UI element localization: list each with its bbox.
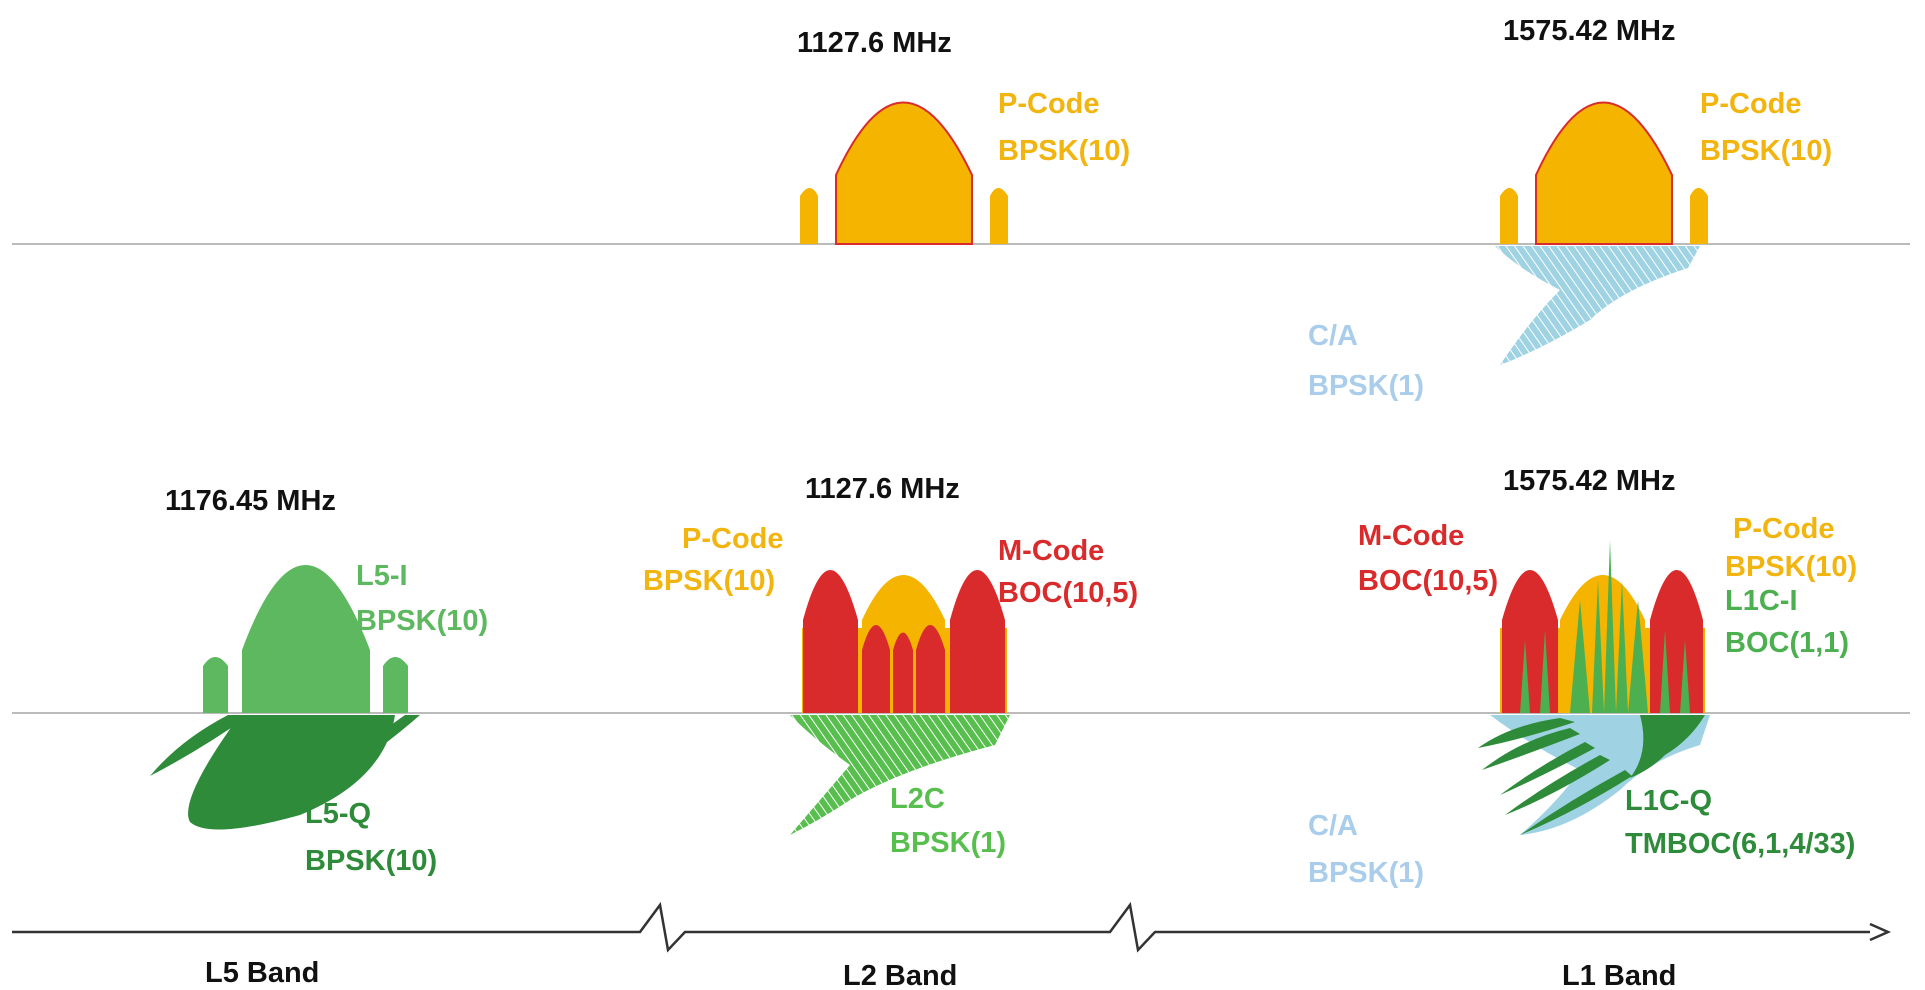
l1c-i-name: L1C-I <box>1725 585 1798 617</box>
top-l1-pcode-name: P-Code <box>1700 88 1802 120</box>
top-l1-pcode-spectrum <box>1500 101 1708 245</box>
axis-arrow-icon <box>1869 922 1892 942</box>
frequency-axis <box>12 901 1892 953</box>
l1-pcode-name: P-Code <box>1733 513 1835 545</box>
l5-i-spectrum <box>203 565 408 713</box>
l5-frequency: 1176.45 MHz <box>165 485 336 517</box>
top-l2-pcode-name: P-Code <box>998 88 1100 120</box>
l5-i-modulation: BPSK(10) <box>356 605 488 637</box>
l1-ca-name: C/A <box>1308 810 1358 842</box>
top-l1-ca-name: C/A <box>1308 320 1358 352</box>
l1-frequency: 1575.42 MHz <box>1503 465 1676 497</box>
l2c-name: L2C <box>890 783 945 815</box>
l5-i-name: L5-I <box>356 560 408 592</box>
top-l2-frequency: 1127.6 MHz <box>797 27 952 59</box>
top-l1-pcode-modulation: BPSK(10) <box>1700 135 1832 167</box>
l2-pcode-modulation: BPSK(10) <box>643 565 775 597</box>
l2-frequency: 1127.6 MHz <box>805 473 960 505</box>
l1-mcode-modulation: BOC(10,5) <box>1358 565 1498 597</box>
l5-q-modulation: BPSK(10) <box>305 845 437 877</box>
l2-pcode-name: P-Code <box>682 523 784 555</box>
l1-mcode-name: M-Code <box>1358 520 1464 552</box>
top-l1-ca-modulation: BPSK(1) <box>1308 370 1424 402</box>
l2-mcode-modulation: BOC(10,5) <box>998 577 1138 609</box>
l1c-i-modulation: BOC(1,1) <box>1725 627 1849 659</box>
l1-ca-modulation: BPSK(1) <box>1308 857 1424 889</box>
top-l1-frequency: 1575.42 MHz <box>1503 15 1676 47</box>
l2c-spectrum <box>790 715 1010 835</box>
l2-mcode-spectrum <box>803 570 1005 713</box>
top-l2-pcode-modulation: BPSK(10) <box>998 135 1130 167</box>
l2-mcode-name: M-Code <box>998 535 1104 567</box>
l1c-q-spectrum <box>1478 715 1705 835</box>
l1c-q-name: L1C-Q <box>1625 785 1712 817</box>
l1c-q-modulation: TMBOC(6,1,4/33) <box>1625 828 1855 860</box>
top-l1-ca-spectrum <box>1495 246 1700 365</box>
l5-q-name: L5-Q <box>305 798 371 830</box>
l2c-modulation: BPSK(1) <box>890 827 1006 859</box>
top-l2-pcode-spectrum <box>800 101 1008 245</box>
l1c-i-spectrum <box>1520 540 1690 713</box>
l2-band-label: L2 Band <box>843 960 957 990</box>
l5-q-spectrum <box>150 715 420 830</box>
l1-pcode-modulation: BPSK(10) <box>1725 551 1857 583</box>
l1-band-label: L1 Band <box>1562 960 1676 990</box>
l5-band-label: L5 Band <box>205 957 319 989</box>
